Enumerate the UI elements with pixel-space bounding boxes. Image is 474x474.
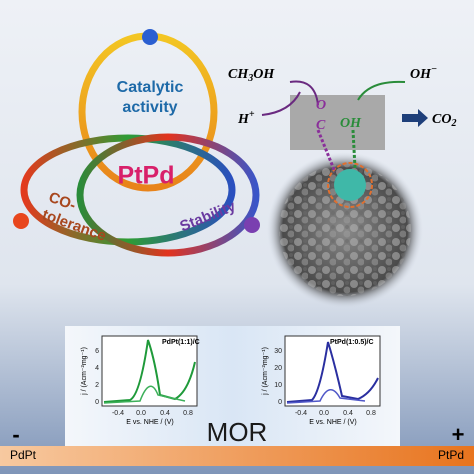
highlight — [327, 162, 373, 208]
label: activity — [122, 99, 177, 116]
atom: OH — [340, 116, 362, 131]
x-tick: 0.4 — [343, 410, 353, 417]
text: − — [431, 64, 437, 75]
x-label: E vs. NHE / (V) — [126, 419, 173, 426]
x-tick: 0.0 — [136, 410, 146, 417]
x-tick: 0.8 — [183, 410, 193, 417]
species: OH− — [410, 64, 437, 82]
arrow — [261, 91, 301, 116]
y-label: j / (Acm⁻²mg⁻¹) — [262, 347, 269, 396]
atom: C — [316, 118, 326, 133]
minus: - — [12, 422, 19, 447]
curve — [103, 385, 186, 404]
y-tick: 30 — [274, 348, 282, 355]
x-tick: 0.4 — [160, 410, 170, 417]
text: OH — [253, 67, 275, 82]
text: 2 — [450, 118, 456, 129]
plot-title: PtPd(1:0.5)/C — [330, 339, 374, 346]
sem-texture — [279, 164, 411, 296]
label: Catalytic — [117, 79, 184, 96]
y-tick: 10 — [274, 382, 282, 389]
atom: O — [316, 98, 326, 113]
scale-bar — [0, 446, 474, 466]
x-tick: 0.0 — [319, 410, 329, 417]
x-tick: -0.4 — [112, 410, 124, 417]
curve — [286, 389, 366, 404]
bond — [316, 129, 337, 173]
plot: PtPd(1:0.5)/C E vs. NHE / (V) j / (Acm⁻²… — [262, 335, 381, 426]
dot — [142, 29, 158, 45]
bond — [351, 129, 357, 169]
x-label: E vs. NHE / (V) — [309, 419, 356, 426]
scale-left: PdPt — [10, 448, 37, 462]
center-label: PtPd — [118, 162, 175, 190]
y-tick: 2 — [95, 382, 99, 389]
arrow — [357, 80, 406, 101]
species: CO2 — [432, 112, 456, 129]
surface-box — [290, 95, 385, 150]
text: H — [237, 112, 250, 127]
text: OH — [410, 67, 432, 82]
text: CO — [432, 112, 451, 127]
text: + — [249, 109, 255, 120]
x-tick: 0.8 — [366, 410, 376, 417]
y-label: j / (Acm⁻²mg⁻¹) — [81, 347, 88, 396]
curve — [103, 339, 196, 403]
species: CH3OH — [228, 67, 275, 84]
y-tick: 0 — [95, 399, 99, 406]
arrow — [289, 80, 319, 106]
text: CH — [228, 67, 249, 82]
y-tick: 0 — [278, 399, 282, 406]
curve — [286, 341, 379, 403]
dot — [244, 217, 260, 233]
dot — [13, 213, 29, 229]
plot-title: PdPt(1:1)/C — [162, 339, 200, 346]
arrow — [402, 109, 428, 127]
y-tick: 20 — [274, 365, 282, 372]
text: 3 — [247, 73, 253, 84]
scale-right: PtPd — [438, 448, 464, 462]
plot: PdPt(1:1)/C E vs. NHE / (V) j / (Acm⁻²mg… — [81, 335, 200, 426]
mor-label: MOR — [207, 417, 268, 447]
y-tick: 4 — [95, 365, 99, 372]
species: H+ — [237, 109, 255, 127]
nanoparticle — [334, 169, 366, 201]
x-tick: -0.4 — [295, 410, 307, 417]
y-tick: 6 — [95, 348, 99, 355]
plus: + — [452, 422, 465, 447]
